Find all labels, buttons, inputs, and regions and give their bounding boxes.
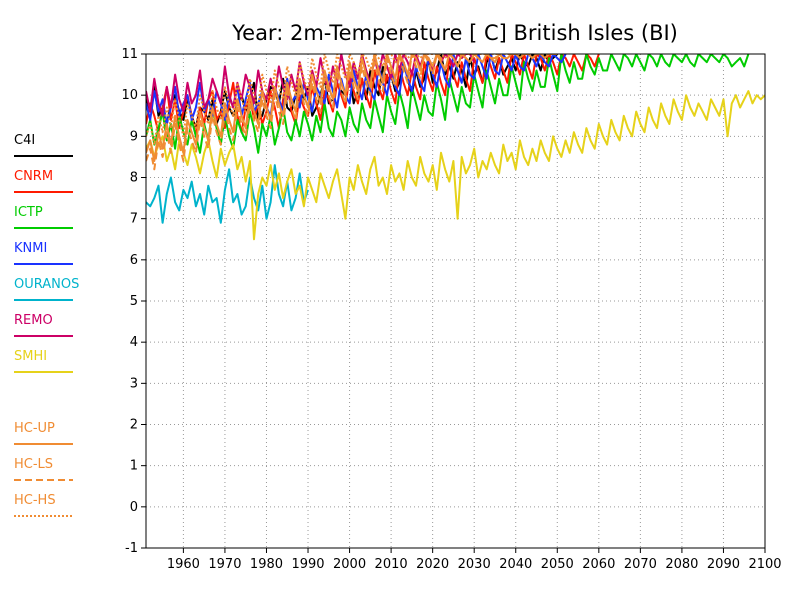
x-tick-label: 2040	[499, 557, 532, 572]
chart-title: Year: 2m-Temperature [ C] British Isles …	[231, 21, 678, 45]
y-tick-label: 1	[130, 459, 138, 474]
x-tick-label: 2010	[375, 557, 408, 572]
x-axis: 1960 1970 1980 1990 2000 2010 2020 2030 2040 2050…	[167, 548, 782, 572]
y-tick-label: 9	[130, 129, 138, 144]
y-tick-label: 5	[130, 294, 138, 309]
y-tick-label: 7	[130, 212, 138, 227]
x-tick-label: 1980	[250, 557, 283, 572]
y-tick-label: 8	[130, 171, 138, 186]
series-line-remo	[146, 54, 476, 117]
x-tick-label: 2090	[707, 557, 740, 572]
legend-label-ouranos: OURANOS	[14, 277, 79, 292]
legend-label-hc-hs: HC-HS	[14, 493, 56, 508]
legend-label-hc-ls: HC-LS	[14, 457, 53, 472]
legend: C4I CNRM ICTP KNMI OURANOS REMO SMHI HC-UP HC-LS…	[14, 133, 79, 517]
series-line-knmi	[146, 54, 567, 125]
series-line-ouranos	[146, 164, 309, 224]
x-tick-label: 2030	[458, 557, 491, 572]
grid	[146, 54, 765, 548]
x-tick-label: 2100	[748, 557, 781, 572]
y-tick-label: 3	[130, 376, 138, 391]
x-tick-label: 1970	[208, 557, 241, 572]
legend-label-ictp: ICTP	[14, 205, 43, 220]
series-line-hc-ls	[146, 54, 520, 171]
series-line-smhi	[146, 90, 765, 241]
legend-label-c4i: C4I	[14, 133, 35, 148]
x-tick-label: 2020	[416, 557, 449, 572]
y-tick-label: 2	[130, 418, 138, 433]
series-layer	[146, 54, 765, 241]
y-tick-label: 4	[130, 335, 138, 350]
y-tick-label: 10	[121, 88, 138, 103]
x-tick-label: 2060	[582, 557, 615, 572]
x-tick-label: 1990	[291, 557, 324, 572]
y-tick-label: 11	[121, 47, 138, 62]
legend-label-smhi: SMHI	[14, 349, 47, 364]
y-tick-label: -1	[125, 541, 138, 556]
x-tick-label: 2080	[665, 557, 698, 572]
series-line-hc-up	[146, 54, 558, 162]
y-tick-label: 0	[130, 500, 138, 515]
x-tick-label: 1960	[167, 557, 200, 572]
y-axis: -1 0 1 2 3 4 5 6 7 8 9 10 11	[121, 47, 146, 556]
legend-label-knmi: KNMI	[14, 241, 47, 256]
legend-label-remo: REMO	[14, 313, 53, 328]
x-tick-label: 2070	[624, 557, 657, 572]
x-tick-label: 2000	[333, 557, 366, 572]
legend-label-cnrm: CNRM	[14, 169, 53, 184]
legend-label-hc-up: HC-UP	[14, 421, 55, 436]
plot-area	[145, 53, 766, 549]
y-tick-label: 6	[130, 253, 138, 268]
x-tick-label: 2050	[541, 557, 574, 572]
